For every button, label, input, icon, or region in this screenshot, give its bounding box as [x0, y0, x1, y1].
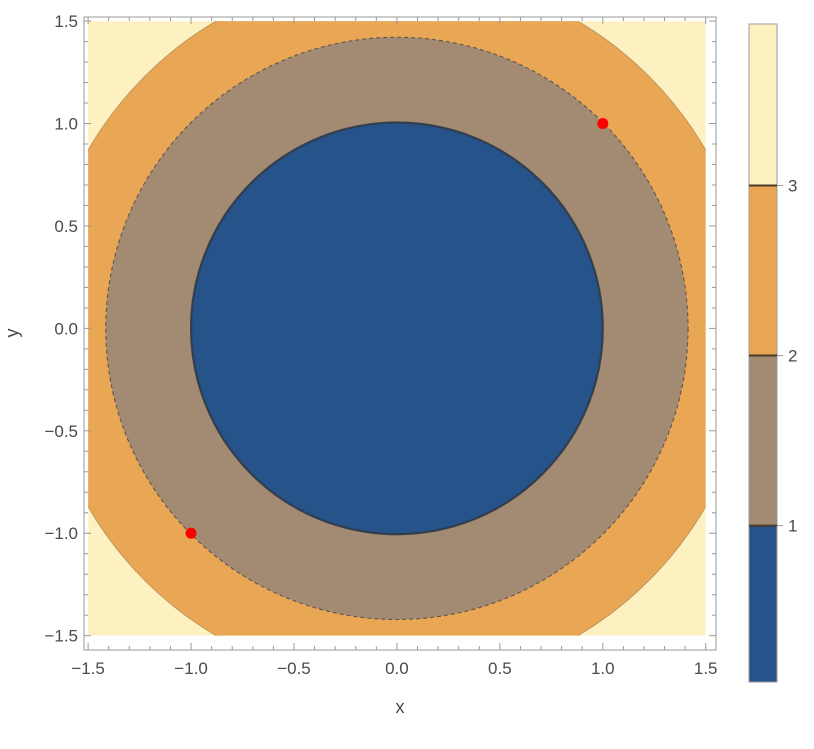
data-point-1: [185, 527, 197, 539]
y-tick-label: −0.5: [44, 422, 78, 441]
x-axis-label: x: [396, 697, 405, 717]
y-axis-label: y: [2, 329, 22, 338]
contour-line-2: [105, 36, 689, 621]
colorbar-tick-label: 1: [788, 517, 797, 536]
plot-frame: [83, 16, 717, 651]
y-tick-label: 0.0: [54, 319, 78, 338]
colorbar-band-2-3: [749, 185, 777, 356]
y-tick-label: 0.5: [54, 217, 78, 236]
x-tick-label: 0.0: [385, 659, 409, 678]
x-tick-label: 1.0: [591, 659, 615, 678]
contour-line-1: [189, 121, 604, 536]
colorbar-frame: [748, 23, 778, 683]
y-tick-label: 1.0: [54, 115, 78, 134]
y-tick-label: −1.5: [44, 627, 78, 646]
colorbar-band-0-1: [749, 525, 777, 682]
x-tick-label: 1.5: [694, 659, 718, 678]
x-tick-label: −0.5: [277, 659, 311, 678]
x-tick-label: −1.0: [174, 659, 208, 678]
colorbar-band-1-2: [749, 355, 777, 526]
data-point-2: [597, 118, 609, 130]
colorbar-band-3-4.5: [749, 24, 777, 186]
x-tick-label: −1.5: [71, 659, 105, 678]
x-tick-label: 0.5: [488, 659, 512, 678]
colorbar: 1 2 3: [748, 23, 797, 683]
y-tick-label: 1.5: [54, 12, 78, 31]
y-tick-label: −1.0: [44, 524, 78, 543]
contour-region: [88, 21, 706, 636]
colorbar-tick-label: 2: [788, 347, 797, 366]
contour-band-0-1: [191, 122, 603, 535]
colorbar-tick-label: 3: [788, 177, 797, 196]
